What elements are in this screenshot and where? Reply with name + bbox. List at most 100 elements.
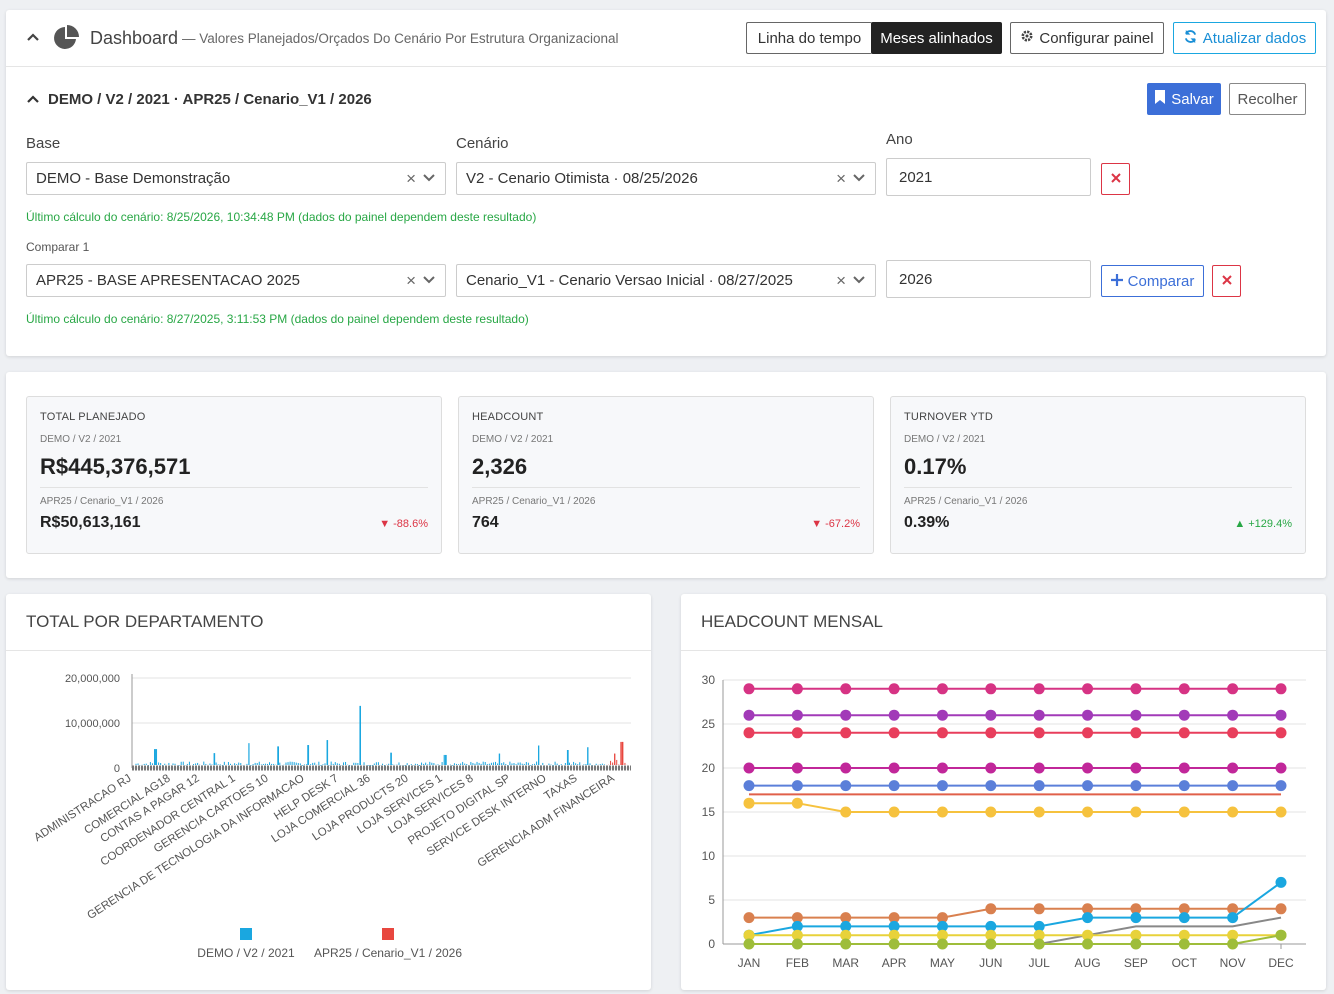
data-point[interactable] [1178,709,1190,721]
data-point[interactable] [985,762,997,774]
data-point[interactable] [1275,727,1287,739]
data-point[interactable] [1178,912,1190,924]
data-point[interactable] [840,912,852,924]
data-point[interactable] [791,797,803,809]
data-point[interactable] [1227,912,1239,924]
chevron-down-icon[interactable] [852,272,866,289]
data-point[interactable] [1227,762,1239,774]
data-point[interactable] [936,912,948,924]
data-point[interactable] [1227,938,1239,950]
data-point[interactable] [1178,780,1190,792]
data-point[interactable] [1275,709,1287,721]
data-point[interactable] [985,683,997,695]
clear-icon[interactable]: × [836,270,846,290]
data-point[interactable] [840,683,852,695]
data-point[interactable] [840,780,852,792]
data-point[interactable] [1082,806,1094,818]
data-point[interactable] [888,762,900,774]
data-point[interactable] [1130,912,1142,924]
data-point[interactable] [1227,903,1239,915]
data-point[interactable] [1227,683,1239,695]
data-point[interactable] [791,938,803,950]
data-point[interactable] [1082,727,1094,739]
data-point[interactable] [888,912,900,924]
data-point[interactable] [791,683,803,695]
collapse-button[interactable]: Recolher [1229,83,1306,115]
data-point[interactable] [1082,929,1094,941]
data-point[interactable] [888,929,900,941]
data-point[interactable] [985,780,997,792]
compare-base-select[interactable]: APR25 - BASE APRESENTACAO 2025 × [26,264,446,297]
data-point[interactable] [1130,938,1142,950]
series-line[interactable] [749,916,1282,945]
data-point[interactable] [1033,780,1045,792]
data-point[interactable] [985,920,997,932]
data-point[interactable] [1082,709,1094,721]
remove-compare-button[interactable] [1212,265,1241,297]
data-point[interactable] [840,762,852,774]
data-point[interactable] [936,938,948,950]
data-point[interactable] [936,806,948,818]
data-point[interactable] [1130,727,1142,739]
data-point[interactable] [985,806,997,818]
data-point[interactable] [888,920,900,932]
data-point[interactable] [1178,929,1190,941]
data-point[interactable] [1082,903,1094,915]
data-point[interactable] [985,903,997,915]
data-point[interactable] [1275,780,1287,792]
data-point[interactable] [936,929,948,941]
save-button[interactable]: Salvar [1147,83,1221,115]
data-point[interactable] [1227,806,1239,818]
data-point[interactable] [791,920,803,932]
data-point[interactable] [1178,938,1190,950]
chevron-down-icon[interactable] [422,170,436,187]
data-point[interactable] [743,797,755,809]
data-point[interactable] [1082,912,1094,924]
data-point[interactable] [840,920,852,932]
data-point[interactable] [791,727,803,739]
data-point[interactable] [1082,780,1094,792]
data-point[interactable] [936,920,948,932]
cenario-select[interactable]: V2 - Cenario Otimista · 08/25/2026 × [456,162,876,195]
remove-base-button[interactable] [1101,163,1130,195]
data-point[interactable] [888,727,900,739]
data-point[interactable] [1033,709,1045,721]
data-point[interactable] [1227,709,1239,721]
data-point[interactable] [1178,683,1190,695]
data-point[interactable] [936,727,948,739]
data-point[interactable] [1227,727,1239,739]
data-point[interactable] [743,762,755,774]
compare-button[interactable]: Comparar [1101,265,1204,297]
chevron-down-icon[interactable] [422,272,436,289]
data-point[interactable] [1033,806,1045,818]
data-point[interactable] [840,806,852,818]
chevron-down-icon[interactable] [852,170,866,187]
data-point[interactable] [888,709,900,721]
data-point[interactable] [1178,727,1190,739]
data-point[interactable] [743,938,755,950]
data-point[interactable] [1275,806,1287,818]
data-point[interactable] [840,938,852,950]
data-point[interactable] [1082,762,1094,774]
data-point[interactable] [1130,903,1142,915]
data-point[interactable] [936,780,948,792]
configure-panel-button[interactable]: Configurar painel [1010,22,1164,54]
data-point[interactable] [743,912,755,924]
data-point[interactable] [1178,762,1190,774]
data-point[interactable] [985,929,997,941]
data-point[interactable] [1033,938,1045,950]
data-point[interactable] [791,929,803,941]
data-point[interactable] [888,683,900,695]
data-point[interactable] [1130,709,1142,721]
data-point[interactable] [791,709,803,721]
data-point[interactable] [985,727,997,739]
data-point[interactable] [1275,929,1287,941]
data-point[interactable] [1033,762,1045,774]
data-point[interactable] [1130,762,1142,774]
ano-input[interactable]: 2021 [886,158,1091,196]
series-line[interactable] [749,907,1281,919]
data-point[interactable] [791,762,803,774]
data-point[interactable] [985,709,997,721]
data-point[interactable] [743,727,755,739]
data-point[interactable] [936,762,948,774]
